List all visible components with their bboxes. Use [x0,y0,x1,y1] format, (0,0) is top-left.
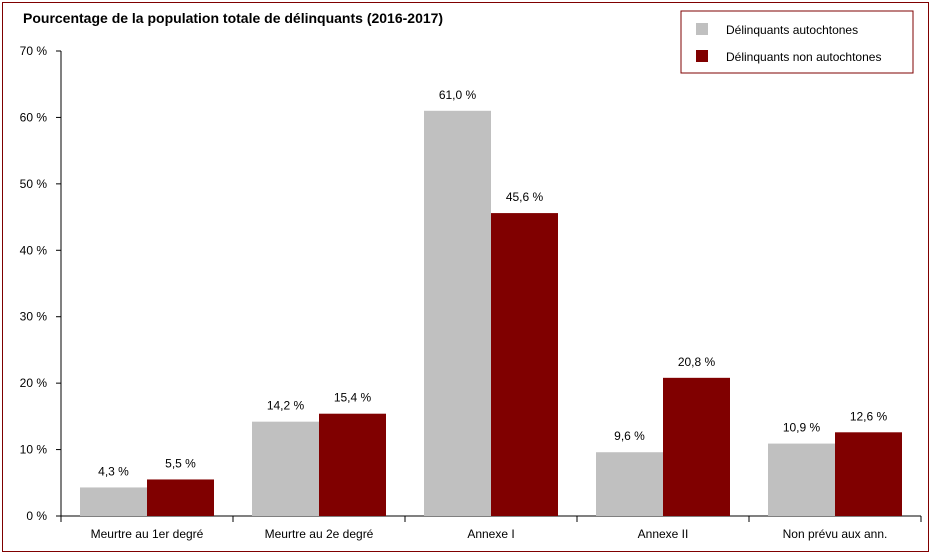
y-tick-label: 0 % [26,509,47,523]
bar-non-autochtones [835,432,902,516]
bar-non-autochtones [491,213,558,517]
data-labels: 4,3 % 5,5 % 14,2 % 15,4 % 61,0 % 45,6 % 9,6 % 2… [98,88,887,479]
legend-swatch-non-autochtones [696,50,708,62]
bar-chart: Pourcentage de la population totale de d… [20,10,922,541]
bars [80,110,902,517]
legend-swatch-autochtones [696,23,708,35]
legend: Délinquants autochtones Délinquants non … [680,10,914,74]
bar-non-autochtones [663,377,730,516]
x-ticks: Meurtre au 1er degré Meurtre au 2e degré A… [60,516,922,541]
data-label: 4,3 % [98,464,129,478]
data-label: 61,0 % [439,88,477,102]
data-label: 5,5 % [165,456,196,470]
bar-autochtones [424,110,491,517]
chart-title: Pourcentage de la population totale de d… [23,10,443,26]
data-label: 10,9 % [783,421,821,435]
x-category-label: Non prévu aux ann. [783,527,888,541]
legend-box [680,10,914,74]
legend-label-autochtones: Délinquants autochtones [726,23,858,37]
data-label: 45,6 % [506,190,544,204]
legend-label-non-autochtones: Délinquants non autochtones [726,50,881,64]
y-tick-label: 20 % [20,376,48,390]
bar-autochtones [768,443,835,516]
x-category-label: Meurtre au 2e degré [265,527,374,541]
x-category-label: Meurtre au 1er degré [91,527,204,541]
y-tick-label: 60 % [20,110,48,124]
y-ticks: 0 % 10 % 20 % 30 % 40 % 50 % 60 % 70 % [20,44,61,523]
bar-non-autochtones [319,413,386,516]
data-label: 15,4 % [334,391,372,405]
data-label: 14,2 % [267,399,305,413]
y-tick-label: 30 % [20,310,48,324]
data-label: 9,6 % [614,429,645,443]
y-tick-label: 10 % [20,443,48,457]
x-category-label: Annexe I [467,527,514,541]
y-tick-label: 50 % [20,177,48,191]
y-tick-label: 40 % [20,243,48,257]
bar-autochtones [596,452,663,516]
bar-non-autochtones [147,479,214,516]
bar-autochtones [252,421,319,516]
data-label: 20,8 % [678,355,716,369]
bar-autochtones [80,487,147,516]
x-category-label: Annexe II [638,527,689,541]
data-label: 12,6 % [850,409,888,423]
y-tick-label: 70 % [20,44,48,58]
